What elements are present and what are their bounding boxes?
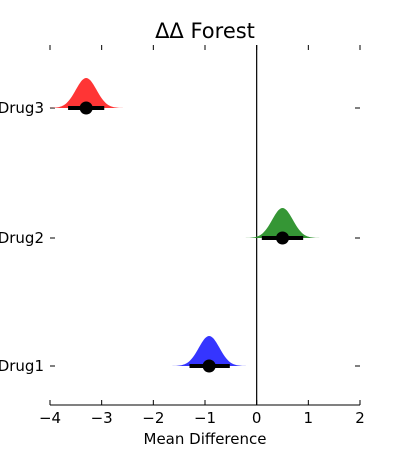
category-label: Drug1 [0,357,44,375]
distribution-drug1 [167,336,251,366]
x-tick-label: −4 [39,409,61,427]
x-tick-label: −2 [142,409,164,427]
mean-point-drug1 [202,359,216,373]
x-axis-title: Mean Difference [144,430,267,448]
chart-title: ΔΔ Forest [155,19,255,43]
category-label: Drug3 [0,99,44,117]
plot-area: −4 −3 −2 −1 0 1 2 Drug3 Drug2 Drug1 [0,45,365,427]
mean-point-drug2 [276,231,289,245]
x-tick-label: 2 [355,409,365,427]
mean-point-drug3 [79,101,93,115]
distribution-drug3 [44,78,128,108]
x-tick-label: 0 [252,409,262,427]
x-tick-label: −1 [194,409,216,427]
category-label: Drug2 [0,229,44,247]
distribution-drug2 [241,208,324,238]
x-tick-label: 1 [304,409,314,427]
x-tick-label: −3 [91,409,113,427]
